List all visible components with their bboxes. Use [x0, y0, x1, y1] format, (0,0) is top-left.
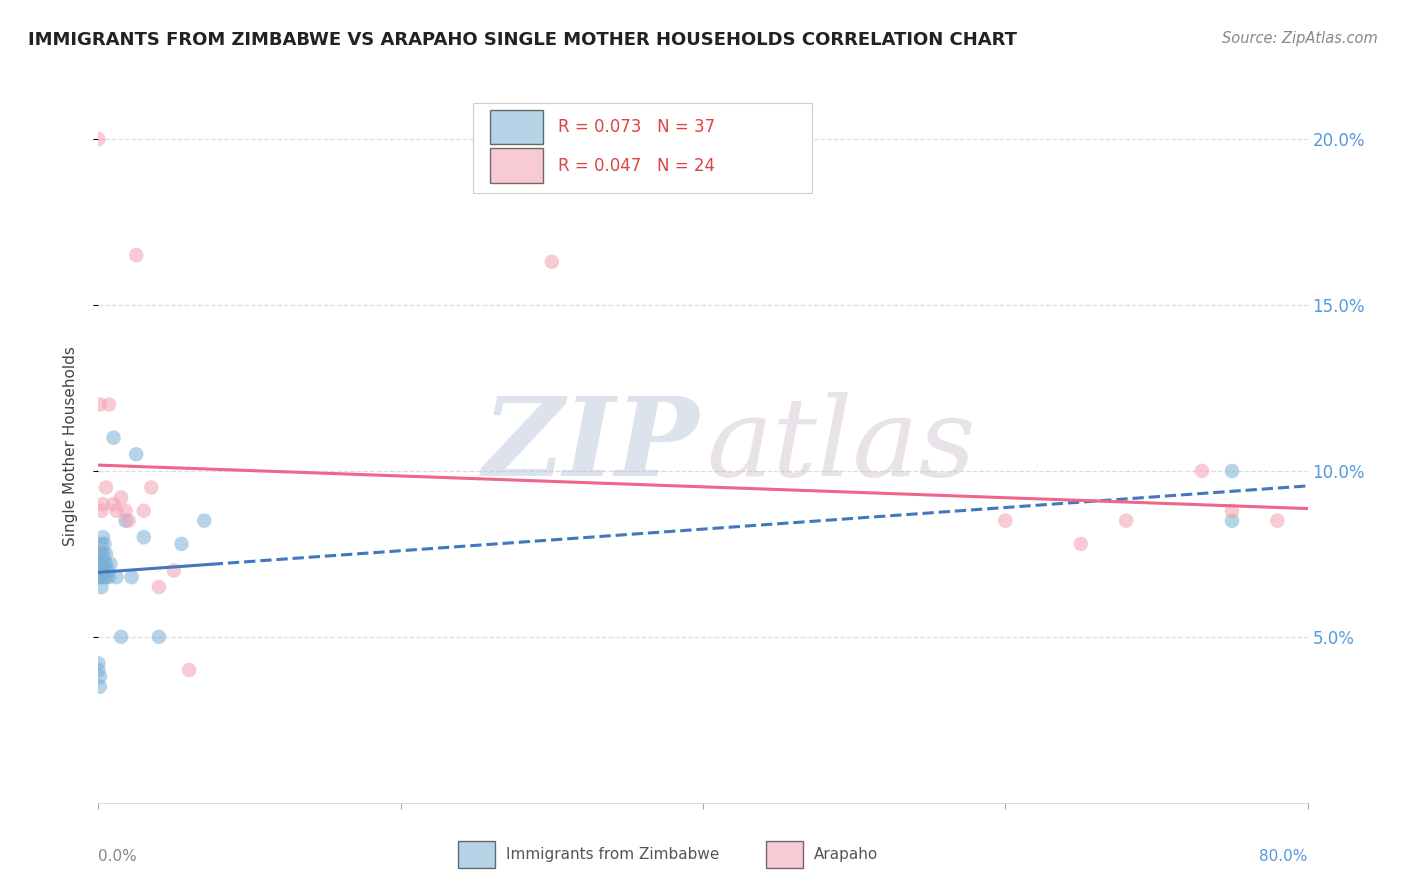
Immigrants from Zimbabwe — [89, 547, 111, 561]
Immigrants from Zimbabwe — [89, 564, 111, 578]
Arapaho — [89, 397, 111, 411]
Immigrants from Zimbabwe — [89, 680, 111, 694]
Immigrants from Zimbabwe — [89, 570, 111, 584]
Immigrants from Zimbabwe — [91, 530, 114, 544]
Immigrants from Zimbabwe — [148, 630, 170, 644]
Arapaho — [1070, 537, 1092, 551]
Arapaho — [91, 497, 114, 511]
Arapaho — [114, 504, 136, 518]
FancyBboxPatch shape — [491, 148, 543, 183]
Arapaho — [87, 132, 110, 146]
Arapaho — [90, 504, 112, 518]
Arapaho — [179, 663, 201, 677]
Immigrants from Zimbabwe — [89, 670, 111, 684]
Immigrants from Zimbabwe — [100, 557, 122, 571]
Text: IMMIGRANTS FROM ZIMBABWE VS ARAPAHO SINGLE MOTHER HOUSEHOLDS CORRELATION CHART: IMMIGRANTS FROM ZIMBABWE VS ARAPAHO SING… — [28, 31, 1017, 49]
Text: atlas: atlas — [707, 392, 976, 500]
Y-axis label: Single Mother Households: Single Mother Households — [63, 346, 77, 546]
Immigrants from Zimbabwe — [93, 537, 115, 551]
Immigrants from Zimbabwe — [114, 514, 136, 528]
Immigrants from Zimbabwe — [90, 547, 112, 561]
FancyBboxPatch shape — [457, 840, 495, 868]
Arapaho — [994, 514, 1017, 528]
Arapaho — [1267, 514, 1289, 528]
Immigrants from Zimbabwe — [90, 570, 112, 584]
Arapaho — [94, 481, 117, 495]
Arapaho — [148, 580, 170, 594]
Immigrants from Zimbabwe — [90, 557, 112, 571]
Immigrants from Zimbabwe — [87, 657, 110, 671]
Text: R = 0.047   N = 24: R = 0.047 N = 24 — [558, 157, 714, 175]
Arapaho — [540, 254, 562, 268]
Immigrants from Zimbabwe — [94, 570, 117, 584]
Arapaho — [125, 248, 148, 262]
Immigrants from Zimbabwe — [87, 663, 110, 677]
Immigrants from Zimbabwe — [110, 630, 132, 644]
Arapaho — [98, 397, 121, 411]
Immigrants from Zimbabwe — [91, 564, 114, 578]
Immigrants from Zimbabwe — [105, 570, 128, 584]
Text: 0.0%: 0.0% — [98, 849, 138, 864]
Immigrants from Zimbabwe — [132, 530, 155, 544]
Immigrants from Zimbabwe — [91, 557, 114, 571]
Arapaho — [118, 514, 141, 528]
Text: Immigrants from Zimbabwe: Immigrants from Zimbabwe — [506, 847, 720, 862]
Text: Arapaho: Arapaho — [814, 847, 879, 862]
Immigrants from Zimbabwe — [1220, 464, 1243, 478]
FancyBboxPatch shape — [766, 840, 803, 868]
Arapaho — [163, 564, 186, 578]
Arapaho — [110, 491, 132, 505]
Immigrants from Zimbabwe — [94, 547, 117, 561]
Immigrants from Zimbabwe — [125, 447, 148, 461]
Arapaho — [103, 497, 125, 511]
Arapaho — [1191, 464, 1213, 478]
Immigrants from Zimbabwe — [170, 537, 193, 551]
Immigrants from Zimbabwe — [98, 570, 121, 584]
Arapaho — [105, 504, 128, 518]
Text: Source: ZipAtlas.com: Source: ZipAtlas.com — [1222, 31, 1378, 46]
Immigrants from Zimbabwe — [90, 580, 112, 594]
Arapaho — [132, 504, 155, 518]
Immigrants from Zimbabwe — [91, 547, 114, 561]
Text: ZIP: ZIP — [482, 392, 699, 500]
Immigrants from Zimbabwe — [93, 557, 115, 571]
Immigrants from Zimbabwe — [103, 431, 125, 445]
Immigrants from Zimbabwe — [193, 514, 215, 528]
Arapaho — [1115, 514, 1137, 528]
Arapaho — [141, 481, 163, 495]
Text: R = 0.073   N = 37: R = 0.073 N = 37 — [558, 118, 716, 136]
Immigrants from Zimbabwe — [94, 557, 117, 571]
FancyBboxPatch shape — [491, 110, 543, 145]
Text: 80.0%: 80.0% — [1260, 849, 1308, 864]
Arapaho — [1220, 504, 1243, 518]
Immigrants from Zimbabwe — [96, 564, 118, 578]
Immigrants from Zimbabwe — [1220, 514, 1243, 528]
Immigrants from Zimbabwe — [93, 570, 115, 584]
FancyBboxPatch shape — [474, 103, 811, 193]
Immigrants from Zimbabwe — [121, 570, 143, 584]
Immigrants from Zimbabwe — [90, 537, 112, 551]
